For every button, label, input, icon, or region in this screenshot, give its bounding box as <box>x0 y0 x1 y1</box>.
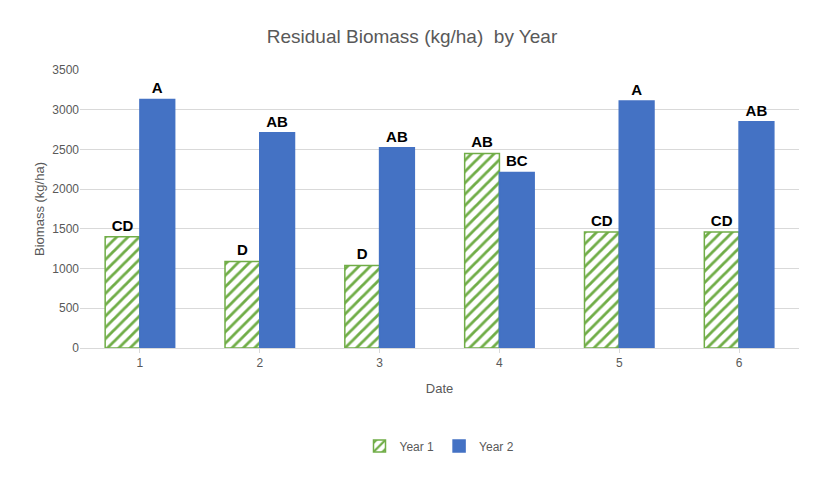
svg-text:AB: AB <box>266 113 288 130</box>
svg-text:D: D <box>357 245 368 262</box>
svg-text:Biomass (kg/ha): Biomass (kg/ha) <box>32 162 47 256</box>
svg-text:5: 5 <box>616 356 623 370</box>
svg-text:3500: 3500 <box>52 63 79 77</box>
svg-text:2500: 2500 <box>52 143 79 157</box>
svg-text:2000: 2000 <box>52 182 79 196</box>
svg-text:3000: 3000 <box>52 103 79 117</box>
svg-text:A: A <box>152 79 163 96</box>
svg-text:CD: CD <box>711 212 733 229</box>
svg-text:A: A <box>631 81 642 98</box>
svg-text:1: 1 <box>137 356 144 370</box>
svg-text:CD: CD <box>591 212 613 229</box>
svg-text:AB: AB <box>471 133 493 150</box>
svg-text:Year 1: Year 1 <box>400 440 435 454</box>
svg-text:6: 6 <box>736 356 743 370</box>
svg-text:AB: AB <box>386 128 408 145</box>
svg-text:Residual Biomass (kg/ha) by Y: Residual Biomass (kg/ha) by Year <box>267 26 558 47</box>
svg-text:BC: BC <box>506 152 528 169</box>
svg-text:1000: 1000 <box>52 262 79 276</box>
svg-text:0: 0 <box>72 341 79 355</box>
svg-text:2: 2 <box>256 356 263 370</box>
svg-text:500: 500 <box>59 301 79 315</box>
svg-text:CD: CD <box>112 217 134 234</box>
svg-text:Year 2: Year 2 <box>479 440 514 454</box>
svg-text:3: 3 <box>376 356 383 370</box>
svg-text:AB: AB <box>746 102 768 119</box>
svg-text:4: 4 <box>496 356 503 370</box>
svg-text:D: D <box>237 241 248 258</box>
svg-text:1500: 1500 <box>52 222 79 236</box>
svg-text:Date: Date <box>426 381 453 396</box>
